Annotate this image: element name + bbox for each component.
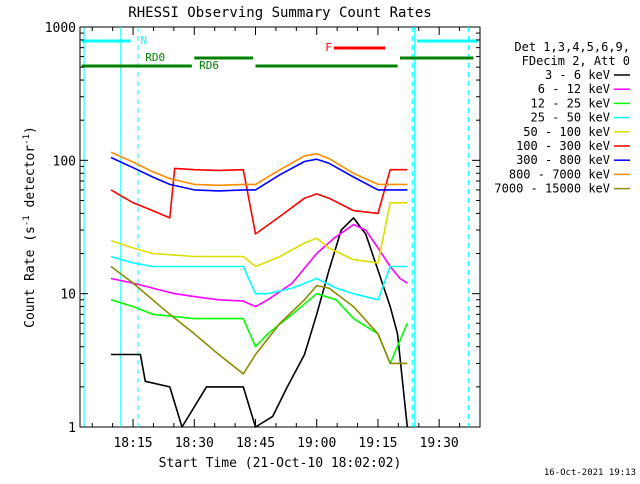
x-tick-label: 18:45 — [236, 436, 275, 451]
series-line-300-800-kev — [110, 156, 408, 192]
series-line-800-7000-kev — [110, 151, 408, 187]
y-tick-label: 10 — [60, 288, 76, 303]
legend-entry-label: 50 - 100 keV — [523, 125, 610, 139]
y-axis-label-sup1: -1 — [22, 215, 32, 226]
rd6-label: RD6 — [199, 59, 219, 72]
legend-header-line-1: Det 1,3,4,5,6,9, — [514, 40, 630, 54]
axis-layer: 1 10 100 1000 18:15 18:30 18:45 19:00 19:15 19:30 — [45, 21, 481, 451]
legend-entry-label: 12 - 25 keV — [531, 96, 610, 110]
legend-entry-label: 3 - 6 keV — [545, 68, 610, 82]
night-label: N — [140, 34, 147, 47]
generation-timestamp: 16-Oct-2021 19:13 — [544, 468, 636, 478]
series-line-3-6-kev — [111, 217, 409, 428]
x-tick-label: 18:15 — [113, 436, 152, 451]
y-axis-label-main: Count Rate (s — [23, 226, 38, 328]
x-tick-label: 19:30 — [420, 436, 459, 451]
legend-entry-label: 300 - 800 keV — [516, 153, 610, 167]
series-line-100-300-kev — [110, 167, 408, 235]
series-line-25-50-kev — [110, 255, 408, 301]
series-line-50-100-kev — [110, 202, 408, 268]
y-axis-label: Count Rate (s-1 detector-1) — [22, 126, 38, 328]
plot-border — [79, 26, 481, 428]
y-tick-label: 100 — [53, 154, 76, 169]
y-axis-label-mid: detector — [23, 145, 38, 216]
y-tick-label: 1 — [68, 421, 76, 436]
legend-entry-label: 100 - 300 keV — [516, 139, 610, 153]
x-tick-label: 19:15 — [358, 436, 397, 451]
legend-entry-label: 6 - 12 keV — [538, 82, 610, 96]
y-axis-label-end: ) — [23, 126, 38, 134]
y-tick-label: 1000 — [45, 21, 76, 36]
legend-entry-label: 7000 - 15000 keV — [494, 182, 610, 196]
series-layer — [110, 151, 409, 428]
y-axis-label-sup2: -1 — [22, 134, 32, 145]
legend-entry-label: 25 - 50 keV — [531, 111, 610, 125]
plot-frame — [79, 26, 481, 428]
x-axis-label: Start Time (21-Oct-10 18:02:02) — [159, 456, 402, 471]
x-tick-label: 18:30 — [175, 436, 214, 451]
rd0-label: RD0 — [145, 51, 165, 64]
flare-label: F — [325, 41, 332, 54]
chart-title: RHESSI Observing Summary Count Rates — [128, 5, 431, 21]
x-tick-label: 19:00 — [297, 436, 336, 451]
legend: Det 1,3,4,5,6,9, FDecim 2, Att 0 3 - 6 k… — [494, 40, 630, 196]
annotation-layer: N F RD0 RD6 — [81, 27, 479, 427]
legend-entry-label: 800 - 7000 keV — [509, 167, 610, 181]
legend-header-line-2: FDecim 2, Att 0 — [522, 54, 630, 68]
series-line-7000-15000-kev — [110, 265, 408, 375]
